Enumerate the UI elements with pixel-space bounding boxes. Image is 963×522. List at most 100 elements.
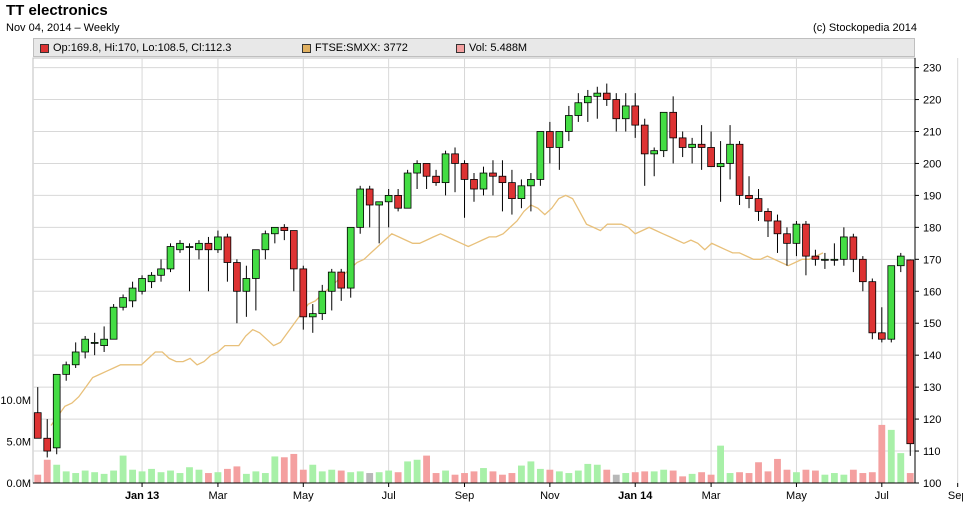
- volume-bar: [337, 470, 345, 483]
- candle-body: [214, 236, 222, 251]
- volume-bar: [375, 472, 383, 483]
- volume-axis-label: 0.0M: [7, 478, 31, 490]
- volume-bar: [584, 463, 592, 483]
- x-tick-label: Mar: [702, 490, 721, 502]
- candle-body: [811, 255, 820, 260]
- legend-item-volume: Vol: 5.488M: [456, 42, 527, 54]
- candle-body: [527, 179, 535, 187]
- candle-body: [43, 437, 52, 452]
- volume-bar: [394, 472, 402, 483]
- legend-label-index: FTSE:SMXX: 3772: [315, 42, 408, 54]
- volume-bar: [53, 464, 61, 483]
- volume-bar: [205, 473, 212, 483]
- volume-bar: [224, 468, 231, 483]
- volume-bar: [451, 474, 459, 483]
- candle-body: [877, 332, 886, 340]
- candle-body: [650, 150, 659, 155]
- volume-bar: [423, 455, 430, 483]
- candlestick-series: [33, 83, 915, 458]
- legend-label-volume: Vol: 5.488M: [469, 42, 528, 54]
- candle-body: [792, 223, 801, 244]
- volume-bar: [631, 472, 639, 483]
- y-tick-label: 130: [923, 382, 941, 394]
- candle-body: [840, 236, 848, 260]
- y-tick-label: 180: [923, 222, 941, 234]
- volume-bar: [413, 459, 421, 483]
- volume-bar: [603, 469, 611, 483]
- volume-bar: [821, 474, 829, 483]
- y-tick-label: 220: [923, 95, 941, 107]
- y-tick-label: 230: [923, 63, 941, 75]
- y-tick-label: 190: [923, 190, 941, 202]
- candle-body: [223, 236, 232, 263]
- candle-body: [242, 278, 251, 292]
- volume-bar: [574, 470, 582, 483]
- volume-bar: [91, 472, 99, 483]
- y-tick-label: 170: [923, 254, 941, 266]
- candle-body: [271, 226, 279, 235]
- volume-bar: [480, 468, 487, 483]
- candle-body: [195, 242, 203, 251]
- volume-bar: [565, 473, 573, 483]
- candle-body: [280, 226, 289, 231]
- volume-bar: [432, 473, 440, 483]
- volume-axis-label: 5.0M: [7, 437, 31, 449]
- y-tick-label: 140: [923, 350, 941, 362]
- candle-body: [308, 313, 317, 318]
- candle-body: [470, 179, 478, 190]
- volume-bar: [366, 473, 374, 483]
- volume-bar: [641, 471, 649, 483]
- candle-body: [289, 230, 298, 270]
- candle-body: [138, 278, 146, 292]
- candle-body: [707, 147, 715, 168]
- candle-body: [109, 306, 118, 340]
- volume-bar: [404, 461, 412, 483]
- volume-bar: [157, 472, 165, 483]
- volume-bar: [546, 469, 554, 483]
- candle-body: [849, 236, 858, 260]
- candle-body: [375, 201, 383, 206]
- volume-bar: [887, 429, 895, 483]
- volume-bar: [508, 473, 516, 483]
- candle-body: [413, 163, 421, 174]
- volume-bar: [271, 456, 279, 483]
- volume-bar: [660, 469, 668, 483]
- candle-body: [546, 131, 554, 148]
- volume-bar: [138, 471, 146, 483]
- volume-bar: [774, 458, 781, 483]
- volume-bar: [299, 469, 307, 483]
- y-tick-label: 210: [923, 126, 941, 138]
- candle-body: [688, 143, 696, 148]
- candle-body: [726, 143, 734, 164]
- volume-bar: [698, 472, 706, 483]
- volume-bar: [43, 459, 51, 483]
- candle-body: [90, 341, 99, 344]
- volume-bar: [72, 473, 80, 483]
- volume-bar: [195, 469, 203, 483]
- candle-body: [669, 111, 677, 139]
- candle-body: [451, 153, 459, 164]
- volume-bar: [442, 470, 449, 483]
- legend-label-price: Op:169.8, Hi:170, Lo:108.5, Cl:112.3: [53, 42, 232, 54]
- volume-bar: [536, 468, 544, 483]
- x-tick-label: Jan 14: [618, 490, 653, 502]
- candle-body: [830, 258, 839, 261]
- plot-area: [32, 57, 916, 484]
- candle-body: [166, 246, 175, 270]
- candle-body: [536, 131, 545, 180]
- volume-bar: [897, 453, 905, 483]
- volume-bar: [385, 470, 393, 483]
- candle-body: [100, 338, 108, 346]
- x-tick-label: Jul: [382, 490, 396, 502]
- candle-body: [489, 172, 497, 177]
- volume-bar: [176, 473, 184, 483]
- volume-bar: [148, 468, 155, 483]
- volume-bar: [593, 464, 601, 483]
- candle-body: [365, 188, 374, 206]
- candle-body: [157, 268, 165, 276]
- candle-body: [859, 258, 867, 283]
- volume-bar: [612, 474, 620, 483]
- volume-bar: [830, 473, 838, 483]
- candle-body: [356, 188, 365, 228]
- volume-bar: [906, 473, 914, 483]
